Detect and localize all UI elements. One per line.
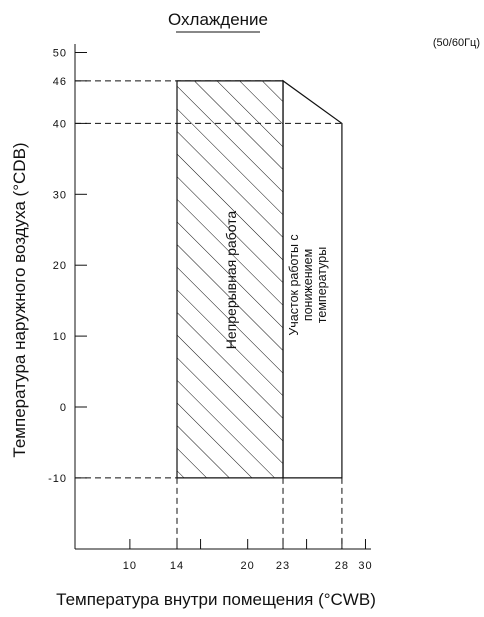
reduced-operation-region xyxy=(282,79,343,479)
reduced-label-line-3: температуры xyxy=(315,247,329,323)
x-tick-label: 28 xyxy=(335,560,349,572)
y-tick-label: 30 xyxy=(53,189,67,201)
reduced-label-line-1: Участок работы с xyxy=(287,234,301,335)
y-axis-ticks: 50 46 40 30 20 10 0 -10 xyxy=(48,48,87,485)
chart-title: Охлаждение xyxy=(168,10,268,29)
y-tick-label: 20 xyxy=(53,260,67,272)
y-tick-label: 50 xyxy=(53,48,67,60)
x-axis-title: Температура внутри помещения (°CWB) xyxy=(56,590,376,609)
y-tick-label: 10 xyxy=(53,331,67,343)
operating-regions xyxy=(176,79,343,479)
x-tick-label: 20 xyxy=(241,560,255,572)
y-axis-title: Температура наружного воздуха (°CDB) xyxy=(10,142,29,457)
x-axis-ticks: 10 14 20 23 28 30 xyxy=(123,539,372,572)
frequency-note: (50/60Гц) xyxy=(433,37,480,49)
x-tick-label: 30 xyxy=(358,560,372,572)
x-tick-label: 10 xyxy=(123,560,137,572)
continuous-operation-label: Непрерывная работа xyxy=(223,211,239,350)
reduced-label-line-2: понижением xyxy=(301,249,315,321)
y-tick-label: 0 xyxy=(60,402,67,414)
x-tick-label: 23 xyxy=(276,560,290,572)
reduced-operation-label: Участок работы с понижением температуры xyxy=(287,234,329,335)
y-tick-label: 40 xyxy=(53,118,67,130)
y-tick-label: 46 xyxy=(53,76,67,88)
y-tick-label: -10 xyxy=(48,473,67,485)
x-tick-label: 14 xyxy=(170,560,184,572)
